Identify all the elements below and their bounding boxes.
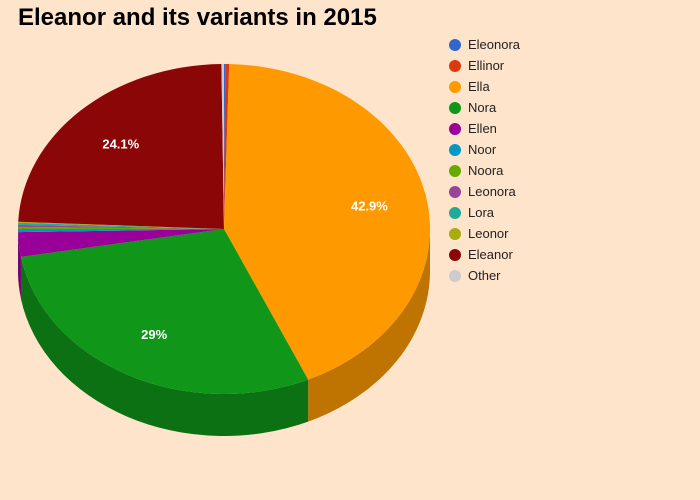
legend-label-leonora: Leonora [468,184,516,199]
pie-slice-leonora[interactable] [18,224,224,229]
legend-item-ella[interactable]: Ella [449,76,520,97]
pie-slice-ellinor[interactable] [224,64,230,229]
legend-label-nora: Nora [468,100,497,115]
legend-swatch-noor [449,143,461,156]
legend-swatch-ellen [449,122,461,135]
pie-labels: 42.9% 29% 24.1% [102,137,388,342]
legend-label-noora: Noora [468,163,504,178]
legend-label-eleonora: Eleonora [468,37,521,52]
legend-item-other[interactable]: Other [449,265,520,286]
pie-slice-eleanor[interactable] [18,64,224,229]
legend-swatch-lora [449,206,461,219]
legend-swatch-noora [449,164,461,177]
legend-label-leonor: Leonor [468,226,509,241]
chart-title: Eleanor and its variants in 2015 [18,4,377,31]
pie-slice-noor[interactable] [18,229,224,233]
legend-item-leonora[interactable]: Leonora [449,181,520,202]
legend-item-noora[interactable]: Noora [449,160,520,181]
pie-depth [18,229,430,436]
legend-item-eleanor[interactable]: Eleanor [449,244,520,265]
pie-slice-ella[interactable] [224,64,430,380]
legend: Eleonora Ellinor Ella Nora Ellen Noor Noora Leo… [449,34,520,286]
legend-item-nora[interactable]: Nora [449,97,520,118]
data-label-eleanor: 24.1% [102,137,139,152]
legend-item-eleonora[interactable]: Eleonora [449,34,520,55]
pie-side-nora [20,256,309,436]
data-label-ella: 42.9% [351,199,388,214]
legend-swatch-leonora [449,185,461,198]
legend-swatch-leonor [449,227,461,240]
pie-slice-lora[interactable] [18,222,224,229]
data-label-nora: 29% [141,327,167,342]
pie-side-ellen [18,232,21,299]
legend-item-ellinor[interactable]: Ellinor [449,55,520,76]
legend-item-ellen[interactable]: Ellen [449,118,520,139]
pie-slice-leonor[interactable] [18,221,225,229]
legend-label-lora: Lora [468,205,495,220]
legend-label-noor: Noor [468,142,497,157]
legend-label-ellen: Ellen [468,121,497,136]
legend-item-noor[interactable]: Noor [449,139,520,160]
legend-label-ella: Ella [468,79,490,94]
pie-side-ella [308,229,430,422]
pie-slice-ellen[interactable] [18,229,225,257]
pie-slices [18,64,430,394]
pie-slice-other[interactable] [221,64,224,229]
legend-swatch-other [449,269,461,282]
pie-slice-noora[interactable] [18,226,224,229]
legend-swatch-eleanor [449,248,461,261]
pie-slice-nora[interactable] [20,229,309,394]
legend-swatch-ella [449,80,461,93]
legend-item-lora[interactable]: Lora [449,202,520,223]
legend-label-other: Other [468,268,501,283]
legend-label-eleanor: Eleanor [468,247,513,262]
legend-swatch-nora [449,101,461,114]
legend-swatch-eleonora [449,38,461,51]
legend-swatch-ellinor [449,59,461,72]
legend-label-ellinor: Ellinor [468,58,505,73]
legend-item-leonor[interactable]: Leonor [449,223,520,244]
pie-slice-eleonora[interactable] [224,64,226,229]
